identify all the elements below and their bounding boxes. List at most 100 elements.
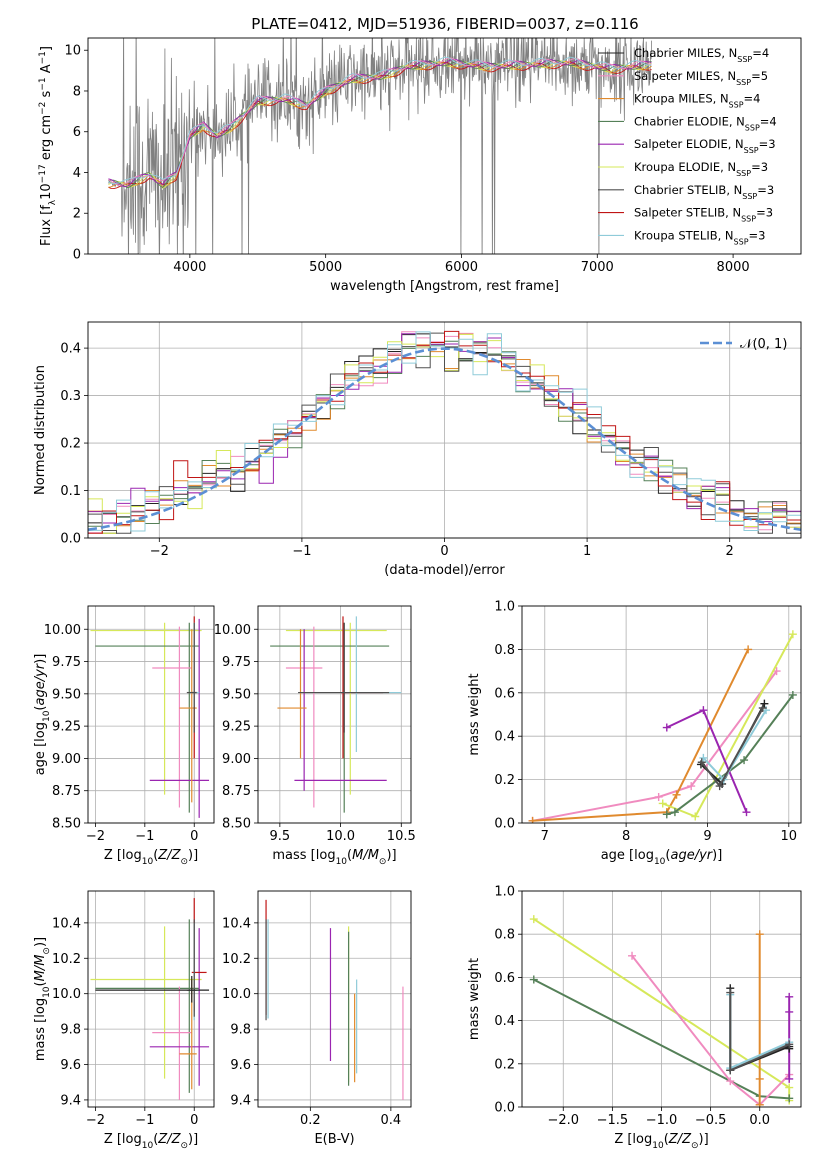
y-tick-label: 10.2 [222, 952, 251, 967]
weight-marker [788, 630, 797, 639]
x-axis-label: Z [log10(Z/Z⊙)] [614, 1132, 708, 1151]
y-tick-label: 10.0 [222, 987, 251, 1002]
y-tick-label: 8.75 [52, 784, 81, 799]
y-tick-label: 9.00 [222, 752, 251, 767]
weight-marker [726, 1066, 735, 1075]
y-tick-label: 0.0 [60, 532, 81, 547]
y-tick-label: 10 [64, 44, 81, 59]
weight-marker [740, 756, 749, 765]
weight-marker [628, 951, 637, 960]
legend-entry: Kroupa MILES, NSSP=4 [634, 92, 760, 110]
panel-age_vs_mass: 9.5 10.0 10.5 8.50 8.75 9.00 9.25 9.50 9.75 10.00… [214, 605, 416, 867]
legend-entry: Chabrier MILES, NSSP=4 [634, 46, 769, 64]
legend-entry: Salpeter STELIB, NSSP=3 [634, 206, 773, 224]
weight-marker [699, 706, 708, 715]
x-tick-label: 8000 [717, 260, 750, 275]
weight-marker [785, 1007, 794, 1016]
x-tick-label: 0 [190, 829, 198, 844]
x-tick-label: 0.4 [381, 1113, 402, 1128]
y-tick-label: 0.2 [60, 437, 81, 452]
y-tick-label: 4 [73, 166, 81, 181]
weight-marker [726, 1077, 735, 1086]
x-tick-label: −1 [135, 829, 154, 844]
x-axis-label: (data-model)/error [384, 563, 505, 578]
axes-frame [521, 890, 802, 1108]
y-tick-label: 10.00 [44, 623, 81, 638]
weight-marker [529, 915, 538, 924]
y-tick-label: 9.4 [230, 1093, 251, 1108]
x-axis-label: wavelength [Angstrom, rest frame] [330, 279, 559, 294]
x-tick-label: 10.5 [387, 829, 416, 844]
y-axis-label: mass weight [467, 673, 482, 755]
axes-frame [87, 37, 802, 255]
panel-spectrum: 4000 5000 6000 7000 8000 0 2 4 6 8 10 wavelength [A… [38, 37, 802, 294]
x-tick-label: −1.0 [646, 1113, 678, 1128]
x-tick-label: −1.5 [597, 1113, 629, 1128]
x-tick-label: −2.0 [547, 1113, 579, 1128]
y-tick-label: 10.2 [52, 952, 81, 967]
x-tick-label: 8 [622, 829, 630, 844]
x-tick-label: 4000 [173, 260, 206, 275]
x-tick-label: 7000 [581, 260, 614, 275]
y-tick-label: 9.25 [52, 720, 81, 735]
panel-age_vs_Z: −2 −1 0 8.50 8.75 9.00 9.25 9.50 9.75 10.00 Z [log… [33, 605, 215, 867]
plot-area [265, 899, 404, 1100]
y-tick-label: 0.2 [494, 773, 515, 788]
y-tick-label: 1.0 [494, 885, 515, 900]
legend-entry: Kroupa ELODIE, NSSP=3 [634, 160, 768, 178]
weight-marker [658, 799, 667, 808]
weight-marker [654, 792, 663, 801]
weight-marker [758, 703, 767, 712]
observed-spectrum [108, 38, 652, 254]
y-axis-label: age [log10(age/yr)] [33, 654, 52, 776]
axes-frame [257, 890, 412, 1108]
figure-title: PLATE=0412, MJD=51936, FIBERID=0037, z=0… [251, 15, 638, 33]
y-tick-label: 9.4 [60, 1093, 81, 1108]
y-tick-label: 8 [73, 84, 81, 99]
y-tick-label: 0.0 [494, 817, 515, 832]
x-tick-label: −2 [150, 544, 169, 559]
plot-area [270, 616, 402, 813]
plot-area [108, 38, 652, 254]
weight-marker [744, 645, 753, 654]
weight-marker [672, 790, 681, 799]
y-tick-label: 10.4 [222, 916, 251, 931]
legend-entry: 𝒩(0, 1) [740, 337, 787, 352]
x-tick-label: 7 [541, 829, 549, 844]
plot-area [88, 330, 801, 534]
weight-marker [760, 699, 769, 708]
y-tick-label: 9.6 [230, 1058, 251, 1073]
y-tick-label: 9.75 [222, 655, 251, 670]
y-tick-label: 0.4 [60, 342, 81, 357]
y-tick-label: 10.0 [52, 987, 81, 1002]
spectrum-legend: Chabrier MILES, NSSP=4 Salpeter MILES, NS… [598, 46, 777, 246]
y-axis-label: mass [log10(M/M⊙)] [33, 937, 52, 1061]
weight-marker [528, 816, 537, 823]
x-tick-label: 1 [583, 544, 591, 559]
x-axis-label: Z [log10(Z/Z⊙)] [104, 848, 198, 867]
legend-entry: Kroupa STELIB, NSSP=3 [634, 228, 765, 246]
panel-mass_vs_ebv: 0.2 0.4 9.4 9.6 9.8 10.0 10.2 10.4 E(B-V) [222, 890, 412, 1147]
weight-marker [785, 1083, 794, 1092]
y-tick-label: 6 [73, 125, 81, 140]
model-spectrum [108, 57, 652, 186]
x-tick-label: −2 [86, 1113, 105, 1128]
weight-marker [785, 1094, 794, 1103]
x-tick-label: −1 [292, 544, 311, 559]
y-tick-label: 9.25 [222, 720, 251, 735]
legend-entry: Salpeter ELODIE, NSSP=3 [634, 137, 776, 155]
x-tick-label: −2 [86, 829, 105, 844]
y-tick-label: 9.6 [60, 1058, 81, 1073]
x-tick-label: 9 [703, 829, 711, 844]
y-tick-label: 0.1 [60, 484, 81, 499]
y-tick-label: 8.50 [52, 817, 81, 832]
weight-series-line [532, 670, 778, 822]
axes-frame [87, 890, 215, 1108]
y-axis-label: Flux [fλ10−17 erg cm−2 s−1 A−1] [38, 46, 58, 246]
y-tick-label: 8.75 [222, 784, 251, 799]
x-axis-label: mass [log10(M/M⊙)] [272, 848, 396, 867]
y-tick-label: 1.0 [494, 600, 515, 615]
weight-marker [691, 812, 700, 821]
panel-weight_vs_Z: −2.0 −1.5 −1.0 −0.5 0.0 0.0 0.2 0.4 0.6 0.8 1.0 Z [… [467, 885, 802, 1151]
y-tick-label: 10.00 [214, 623, 251, 638]
